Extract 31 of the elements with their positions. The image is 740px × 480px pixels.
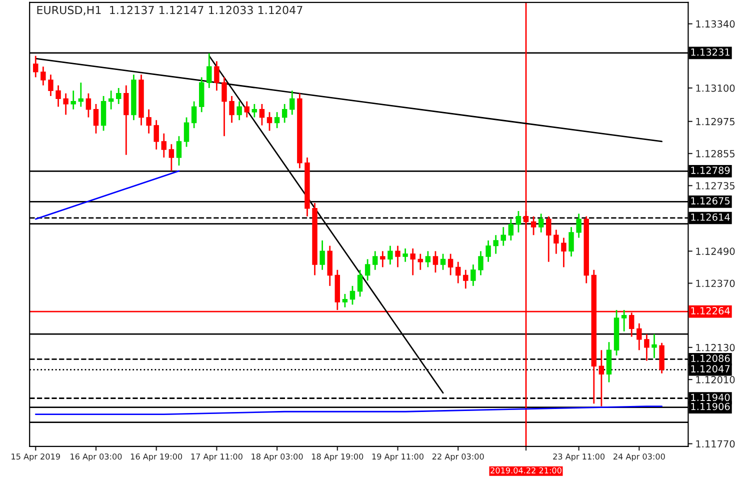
y-tick-label: 1.12490 (696, 248, 735, 255)
y-tick-label: 1.13340 (696, 20, 735, 28)
y-tick-label: 1.12855 (696, 150, 734, 158)
y-tick-label: 1.12130 (696, 344, 735, 352)
y-tick-label: 1.13100 (696, 84, 735, 92)
ref-line-label: 1.13231 (691, 48, 730, 56)
y-tick-label: 1.11770 (696, 440, 735, 448)
ref-line-label: 1.11906 (691, 402, 730, 410)
x-tick-label: 18 Apr 19:00 (312, 453, 364, 462)
ref-line-label: 1.12264 (691, 307, 730, 314)
ref-line-label: 1.12614 (691, 213, 730, 221)
x-tick-label: 19 Apr 11:00 (372, 453, 424, 462)
ref-line-label: 1.12789 (691, 166, 730, 174)
x-tick-label: 16 Apr 19:00 (130, 453, 182, 462)
y-tick-label: 1.12370 (696, 280, 735, 288)
x-tick-label: 15 Apr 2019 (12, 453, 60, 462)
y-tick-label: 1.12010 (696, 376, 735, 384)
ref-line-label: 1.11940 (691, 394, 730, 402)
chart-title: EURUSD,H1 1.12137 1.12147 1.12033 1.12047 (37, 6, 302, 16)
x-tick-label: 24 Apr 03:00 (613, 453, 665, 462)
ref-line-label: 1.12086 (691, 354, 730, 362)
x-tick-label: 17 Apr 11:00 (191, 453, 242, 462)
y-tick-label: 1.12735 (696, 182, 734, 190)
x-tick-label: 23 Apr 11:00 (553, 453, 605, 462)
x-tick-label: 22 Apr 03:00 (432, 453, 484, 462)
x-tick-label: 18 Apr 03:00 (252, 453, 303, 462)
ref-line-label: 1.12047 (691, 365, 730, 372)
ref-line-label: 1.12675 (691, 197, 730, 204)
x-tick-label: 16 Apr 03:00 (70, 453, 122, 462)
x-tick-label: 2019.04.22 21:00 (490, 467, 562, 474)
y-tick-label: 1.12975 (696, 118, 734, 126)
